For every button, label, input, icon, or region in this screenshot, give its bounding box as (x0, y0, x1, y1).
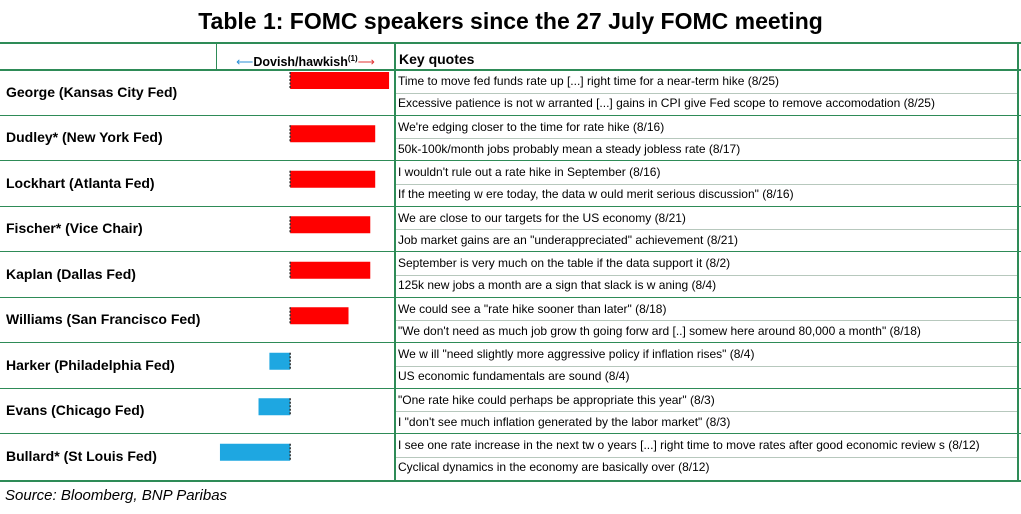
key-quote: Job market gains are an "underappreciate… (398, 232, 739, 247)
key-quote: Cyclical dynamics in the economy are bas… (398, 460, 710, 474)
row-divider (0, 387, 1021, 389)
key-quote: "We don't need as much job grow th going… (398, 323, 921, 338)
speaker-name: Dudley* (New York Fed) (6, 129, 163, 146)
key-quote: Excessive patience is not w arranted [..… (398, 96, 935, 110)
quotes-header: Key quotes (399, 51, 475, 67)
bar-fischer (290, 216, 371, 234)
row-divider (0, 433, 1021, 434)
table-row: Dudley* (New York Fed) We're edging close… (0, 116, 1021, 161)
table-row: Kaplan (Dallas Fed) September is very muc… (0, 252, 1021, 298)
bar-bullard (219, 443, 291, 461)
speaker-name: George (Kansas City Fed) (6, 83, 178, 100)
speaker-name: Fischer* (Vice Chair) (6, 220, 143, 237)
bar-harker (269, 352, 291, 370)
row-divider (0, 342, 1021, 343)
speaker-name: Lockhart (Atlanta Fed) (6, 174, 155, 191)
axis-footnote: (1) (347, 54, 358, 63)
left-arrow-icon: ⟵ (236, 55, 254, 70)
key-quote: Time to move fed funds rate up [...] rig… (398, 74, 780, 88)
speaker-name: Kaplan (Dallas Fed) (6, 265, 136, 282)
bar-lockhart (290, 170, 376, 188)
table-bottom-rule (0, 480, 1021, 482)
table-row: Harker (Philadelphia Fed) We w ill "need … (0, 343, 1021, 389)
axis-header: ⟵Dovish/hawkish(1)⟶ (217, 46, 394, 70)
row-divider (0, 160, 1021, 161)
quote-divider (396, 320, 1017, 322)
key-quote: We're edging closer to the time for rate… (398, 119, 665, 134)
bar-kaplan (290, 261, 371, 279)
key-quote: US economic fundamentals are sound (8/4) (398, 369, 630, 383)
key-quote: We are close to our targets for the US e… (398, 210, 686, 225)
table-row: George (Kansas City Fed) Time to move fed… (0, 70, 1021, 116)
bar-dudley (290, 125, 376, 143)
key-quote: We w ill "need slightly more aggressive … (398, 347, 755, 361)
row-divider (0, 205, 1021, 207)
key-quote: 125k new jobs a month are a sign that sl… (398, 278, 717, 292)
key-quote: September is very much on the table if t… (398, 256, 731, 270)
key-quote: "One rate hike could perhaps be appropri… (398, 392, 715, 407)
quote-divider (396, 138, 1017, 140)
key-quote: I "don't see much inflation generated by… (398, 414, 731, 429)
key-quote: If the meeting w ere today, the data w o… (398, 187, 794, 201)
axis-label: Dovish/hawkish (253, 55, 348, 70)
right-border (1017, 44, 1019, 482)
table-row: Fischer* (Vice Chair) We are close to our… (0, 207, 1021, 252)
row-divider (0, 296, 1021, 298)
quote-divider (396, 229, 1017, 231)
table-row: Bullard* (St Louis Fed) I see one rate in… (0, 434, 1021, 480)
speaker-name: Evans (Chicago Fed) (6, 402, 145, 419)
table-row: Williams (San Francisco Fed) We could see… (0, 298, 1021, 343)
speaker-name: Harker (Philadelphia Fed) (6, 356, 175, 373)
speaker-name: Bullard* (St Louis Fed) (6, 447, 157, 464)
bar-evans (258, 398, 291, 416)
axis-col-left-border (216, 44, 217, 70)
key-quote: 50k-100k/month jobs probably mean a stea… (398, 141, 741, 156)
key-quote: I see one rate increase in the next tw o… (398, 438, 980, 452)
quote-divider (396, 92, 1017, 94)
quote-divider (396, 411, 1017, 413)
right-arrow-icon: ⟶ (357, 55, 375, 70)
header-rule (0, 42, 1021, 44)
row-divider (0, 251, 1021, 252)
bar-williams (290, 307, 349, 325)
source-note: Source: Bloomberg, BNP Paribas (5, 487, 228, 504)
dovish-hawkish-chart (219, 72, 390, 461)
speaker-name: Williams (San Francisco Fed) (6, 311, 201, 328)
key-quote: I wouldn't rule out a rate hike in Septe… (398, 165, 661, 179)
quote-divider (396, 456, 1017, 458)
quote-divider (396, 365, 1017, 367)
table-row: Evans (Chicago Fed) "One rate hike could … (0, 389, 1021, 434)
row-divider (0, 114, 1021, 116)
key-quote: We could see a "rate hike sooner than la… (398, 301, 667, 316)
header-bottom-rule (0, 69, 1021, 71)
bar-george (290, 72, 390, 89)
quote-divider (396, 183, 1017, 185)
quotes-col-border (394, 44, 396, 482)
table-row: Lockhart (Atlanta Fed) I wouldn't rule ou… (0, 161, 1021, 207)
table-title: Table 1: FOMC speakers since the 27 July… (198, 8, 823, 34)
quote-divider (396, 274, 1017, 276)
